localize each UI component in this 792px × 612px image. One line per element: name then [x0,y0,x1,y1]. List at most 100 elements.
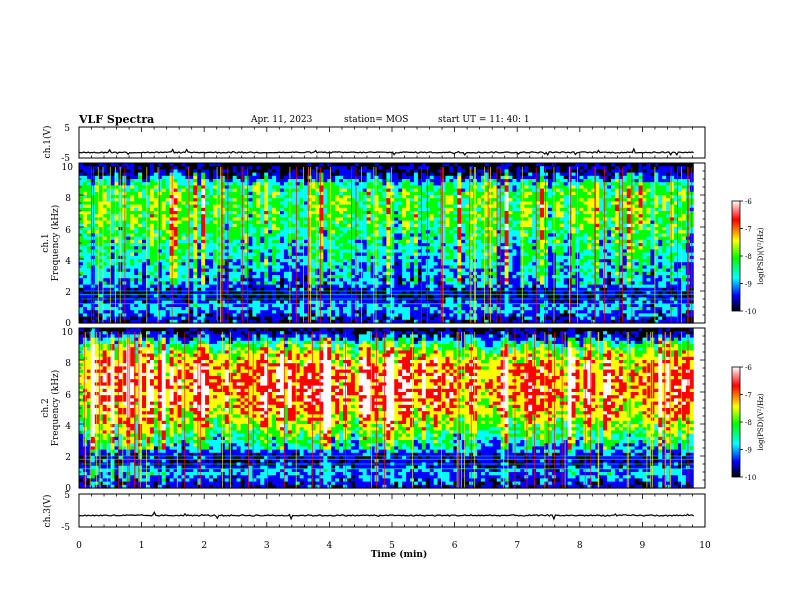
spectrogram-cell [390,175,395,180]
spectrogram-cell [610,163,616,167]
spectrogram-cell [86,188,92,193]
spectrogram-cell [201,175,206,180]
spectrogram-cell [264,172,269,177]
spectrogram-cell [145,172,151,177]
spectrogram-cell [268,163,273,167]
spectrogram-cell [681,166,687,170]
spectrogram-cell [433,185,439,190]
spectrogram-cell [339,182,344,186]
spectrogram-cell [398,163,403,167]
spectrogram-cell [350,182,356,186]
spectrogram-cell [453,182,458,186]
spectrogram-cell [571,185,577,190]
spectrogram-cell [480,166,486,170]
spectrogram-cell [346,179,352,183]
spectrogram-cell [331,166,336,170]
spectrogram-cell [484,175,490,180]
spectrogram-cell [264,166,269,170]
spectrogram-cell [299,163,305,167]
spectrogram-cell [374,169,380,174]
spectrogram-cell [654,182,659,186]
spectrogram-cell [587,166,592,170]
spectrogram-cell [106,175,112,180]
spectrogram-cell [149,182,155,186]
spectrogram-cell [437,185,443,190]
spectrogram-cell [205,182,210,186]
spectrogram-cell [126,166,131,170]
spectrogram-cell [157,185,163,190]
spectrogram-cell [662,169,667,174]
spectrogram-cell [185,175,190,180]
spectrogram-cell [216,182,222,186]
spectrogram-cell [106,188,112,193]
spectrogram-cell [410,172,415,177]
spectrogram-cell [335,163,340,167]
spectrogram-cell [110,172,116,177]
spectrogram-cell [477,185,482,190]
spectrogram-cell [618,163,624,167]
spectrogram-cell [181,188,186,193]
spectrogram-cell [528,163,533,167]
spectrogram-cell [366,179,372,183]
spectrogram-cell [248,182,253,186]
spectrogram-cell [315,185,320,190]
spectrogram-cell [547,175,553,180]
spectrogram-cell [528,179,533,183]
spectrogram-cell [315,169,320,174]
spectrogram-cell [410,175,415,180]
spectrogram-cell [272,182,277,186]
spectrogram-cell [536,172,541,177]
spectrogram-cell [252,172,257,177]
spectrogram-cell [536,182,541,186]
spectrogram-cell [421,179,427,183]
spectrogram-cell [142,172,147,177]
spectrogram-cell [134,163,139,167]
spectrogram-cell [559,163,565,167]
spectrogram-cell [390,163,395,167]
spectrogram-cell [410,179,415,183]
spectrogram-cell [540,166,545,170]
spectrogram-cell [279,185,285,190]
spectrogram-cell [579,172,584,177]
spectrogram-cell [272,188,277,193]
spectrogram-cell [677,179,683,183]
spectrogram-cell [303,175,309,180]
spectrogram-cell [145,175,151,180]
spectrogram-cell [563,185,569,190]
spectrogram-cell [165,172,171,177]
spectrogram-cell [528,166,533,170]
spectrogram-cell [331,172,336,177]
spectrogram-cell [386,172,391,177]
spectrogram-cell [126,182,131,186]
spectrogram-cell [587,169,592,174]
spectrogram-cell [417,172,423,177]
spectrogram-cell [457,179,462,183]
spectrogram-cell [110,179,116,183]
spectrogram-cell [311,175,317,180]
spectrogram-cell [532,169,537,174]
spectrogram-cell [410,166,415,170]
spectrogram-cell [307,169,313,174]
spectrogram-cell [354,166,360,170]
spectrogram-cell [445,175,451,180]
spectrogram-cell [378,188,384,193]
spectrogram-cell [358,163,364,167]
spectrogram-cell [161,172,167,177]
spectrogram-cell [437,169,443,174]
spectrogram-cell [540,169,545,174]
spectrogram-cell [512,163,517,167]
spectrogram-cell [480,172,486,177]
spectrogram-cell [638,185,644,190]
spectrogram-cell [610,172,616,177]
spectrogram-cell [543,169,549,174]
spectrogram-cell [461,179,466,183]
spectrogram-cell [244,169,250,174]
spectrogram-cell [358,172,364,177]
spectrogram-cell [181,179,186,183]
spectrogram-cell [610,175,616,180]
spectrogram-cell [177,182,183,186]
spectrogram-cell [110,185,116,190]
spectrogram-cell [469,175,474,180]
spectrogram-cell [79,163,84,167]
spectrogram-cell [480,163,486,167]
